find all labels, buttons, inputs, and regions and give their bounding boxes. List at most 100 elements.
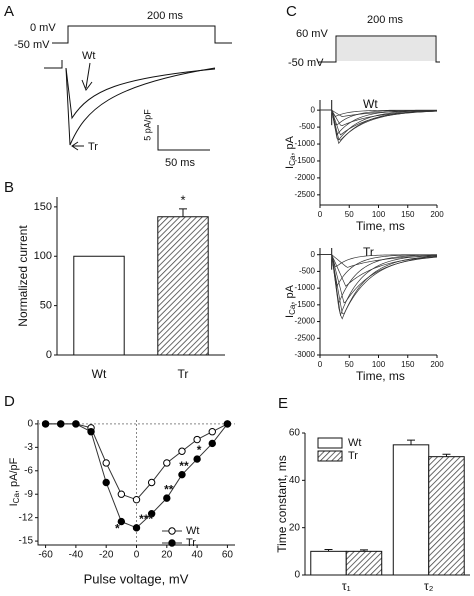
point <box>102 459 110 467</box>
point <box>208 439 216 448</box>
y-tick-label: 50 <box>40 300 52 312</box>
y-tick-label: -1000 <box>295 283 316 292</box>
label-rest: , pA <box>284 135 296 155</box>
y-tick-label: -1500 <box>295 156 316 165</box>
y-axis-label: ICa, pA <box>284 284 297 318</box>
x-tick-label: Wt <box>92 367 107 381</box>
bar <box>345 550 383 576</box>
trace <box>320 254 438 304</box>
panel-label: C <box>286 3 297 20</box>
protocol-steps <box>318 35 440 63</box>
error-bar <box>407 439 416 445</box>
point <box>117 490 126 498</box>
label-main: I <box>8 503 20 506</box>
annotation: * <box>115 522 120 536</box>
point <box>102 478 110 487</box>
y-tick-label: -3 <box>24 442 33 453</box>
x-tick-label: -40 <box>69 550 84 561</box>
trace <box>320 254 438 315</box>
point <box>57 420 65 428</box>
annotation: * <box>197 443 202 457</box>
y-axis-label: ICa, pA <box>284 135 297 169</box>
label-sub: Ca <box>288 155 297 166</box>
y-tick-label: -2500 <box>295 333 316 342</box>
scale-label: 5 pA/pF <box>142 109 152 141</box>
scale-label: 50 ms <box>165 157 195 169</box>
trace-label: Wt <box>363 97 378 111</box>
trace-label: Tr <box>363 245 374 259</box>
x-tick-label: 200 <box>430 360 444 369</box>
y-tick-label: 0 <box>46 349 52 361</box>
annotation: *** <box>139 512 153 526</box>
y-tick-label: -3000 <box>295 350 316 359</box>
x-tick-label: 100 <box>372 360 386 369</box>
scale-bar <box>157 125 210 151</box>
point <box>87 428 95 436</box>
duration-label: 200 ms <box>147 10 184 22</box>
protocol-step <box>52 25 232 44</box>
legend-label: Wt <box>348 437 361 449</box>
y-tick-label: 150 <box>34 201 52 213</box>
error-bar <box>359 549 368 552</box>
bar <box>392 444 430 576</box>
trace <box>320 109 438 141</box>
x-tick-label: -60 <box>38 550 53 561</box>
error-bar <box>324 548 333 552</box>
x-tick-label: τ₁ <box>342 579 351 593</box>
x-tick-label: 200 <box>430 210 444 219</box>
trace <box>320 109 438 126</box>
point <box>193 455 201 463</box>
error-bar <box>179 208 187 217</box>
y-tick-label: -12 <box>19 512 34 523</box>
annotation: ** <box>179 459 189 473</box>
point <box>208 428 216 436</box>
x-tick-label: -20 <box>99 550 114 561</box>
legend-marker <box>168 539 176 547</box>
y-tick-label: -1000 <box>295 139 316 148</box>
y-tick-label: 0 <box>311 250 316 259</box>
x-tick-label: 20 <box>161 550 173 561</box>
x-tick-label: 100 <box>372 210 386 219</box>
y-tick-label: 0 <box>311 105 316 114</box>
label-main: I <box>284 166 296 169</box>
x-tick-label: 150 <box>401 210 415 219</box>
trace <box>320 109 438 136</box>
panel-label: E <box>278 395 288 412</box>
bar <box>428 456 465 576</box>
trace-label: Wt <box>82 50 95 62</box>
x-tick-label: 40 <box>192 550 204 561</box>
y-axis-label: Normalized current <box>16 225 30 327</box>
x-tick-label: Tr <box>178 367 189 381</box>
point <box>147 510 156 518</box>
point <box>117 517 126 526</box>
point <box>132 524 141 532</box>
trace <box>320 254 438 288</box>
voltage-label: -50 mV <box>288 57 324 69</box>
y-axis-label: Time constant, ms <box>275 455 289 553</box>
x-tick-label: 60 <box>222 550 234 561</box>
label-rest: , pA <box>284 284 296 304</box>
bar <box>73 255 125 356</box>
y-tick-label: -500 <box>299 122 316 131</box>
y-tick-label: 40 <box>289 475 301 486</box>
error-bar <box>442 453 451 457</box>
y-tick-label: 60 <box>289 428 301 439</box>
x-axis-label: Time, ms <box>356 369 405 383</box>
trace <box>320 109 438 117</box>
trace <box>65 67 216 120</box>
y-tick-label: 100 <box>34 250 52 262</box>
x-tick-label: 0 <box>318 360 323 369</box>
x-tick-label: 150 <box>401 360 415 369</box>
legend-swatch <box>317 437 343 449</box>
legend-swatch <box>317 450 343 462</box>
y-tick-label: 0 <box>27 419 33 430</box>
trace <box>320 254 438 268</box>
y-tick-label: -500 <box>299 267 316 276</box>
x-tick-label: 50 <box>345 210 354 219</box>
legend-marker <box>168 527 176 535</box>
trace-label: Tr <box>88 141 98 153</box>
label-rest: , pA/pF <box>8 457 20 493</box>
panel-label: D <box>4 393 15 410</box>
y-tick-label: -9 <box>24 489 33 500</box>
y-tick-label: -1500 <box>295 300 316 309</box>
